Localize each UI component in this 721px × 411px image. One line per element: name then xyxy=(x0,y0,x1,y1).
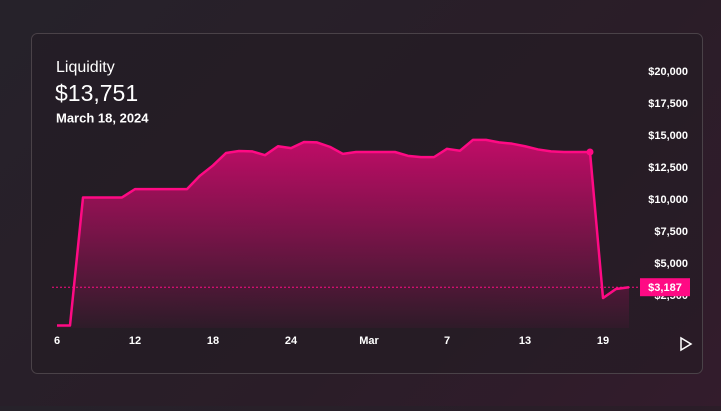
x-tick-label: 18 xyxy=(207,335,219,347)
play-button[interactable] xyxy=(680,336,693,352)
x-tick-label: Mar xyxy=(359,335,379,347)
x-tick-label: 24 xyxy=(285,335,298,347)
x-tick-label: 7 xyxy=(444,335,450,347)
y-tick-label: $7,500 xyxy=(654,226,688,238)
y-tick-label: $17,500 xyxy=(648,98,688,110)
x-tick-label: 13 xyxy=(519,335,531,347)
line xyxy=(57,138,630,327)
y-tick-label: $5,000 xyxy=(654,258,688,270)
highlight-point xyxy=(586,148,594,156)
reference-badge xyxy=(640,278,690,297)
area xyxy=(57,139,629,328)
x-tick-label: 19 xyxy=(597,335,609,347)
x-tick-label: 6 xyxy=(54,335,60,347)
x-tick-label: 12 xyxy=(129,335,141,347)
y-tick-label: $20,000 xyxy=(648,66,688,78)
chart-title: Liquidity xyxy=(56,59,115,76)
y-tick-label: $12,500 xyxy=(648,162,688,174)
header-value: $13,751 xyxy=(55,80,138,106)
y-tick-label: $15,000 xyxy=(648,130,688,142)
reference-label: $3,187 xyxy=(648,282,682,294)
y-tick-label: $10,000 xyxy=(648,194,688,206)
header-date: March 18, 2024 xyxy=(56,110,149,125)
